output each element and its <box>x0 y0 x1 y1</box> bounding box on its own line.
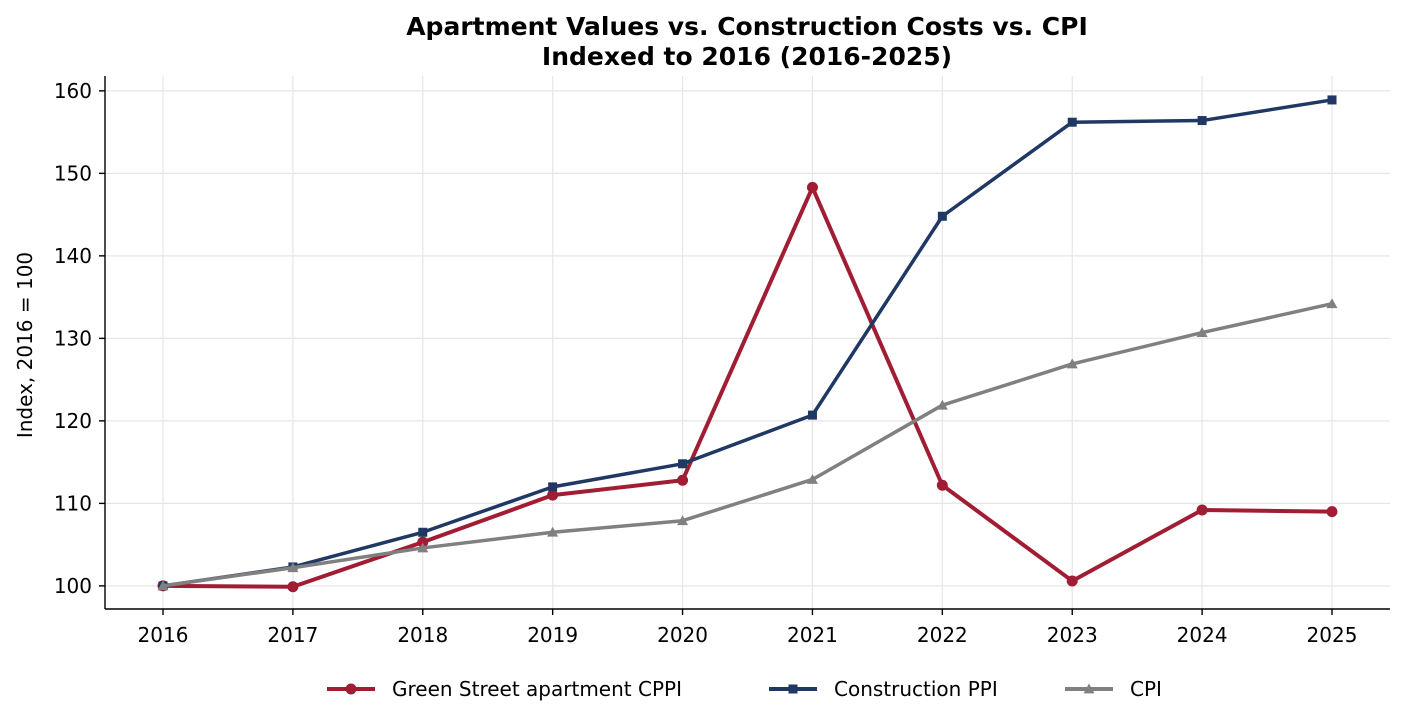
series-1 <box>157 181 1338 593</box>
data-point <box>1326 298 1338 309</box>
legend-item: CPI <box>1065 677 1162 701</box>
y-tick-label: 150 <box>54 161 92 185</box>
y-tick-label: 100 <box>54 574 92 598</box>
axes <box>104 76 1390 610</box>
data-point <box>807 410 817 420</box>
y-tick-label: 120 <box>54 409 92 433</box>
data-point <box>677 474 689 486</box>
legend-label: Construction PPI <box>834 677 998 701</box>
x-tick-label: 2016 <box>138 623 189 647</box>
x-tick-label: 2023 <box>1047 623 1098 647</box>
x-tick-label: 2022 <box>917 623 968 647</box>
legend-label: CPI <box>1130 677 1162 701</box>
chart-subtitle: Indexed to 2016 (2016-2025) <box>542 42 952 71</box>
legend: Green Street apartment CPPI Construction … <box>327 677 1162 701</box>
x-tick-label: 2017 <box>267 623 318 647</box>
series-line <box>161 185 1334 589</box>
series-line <box>161 98 1334 588</box>
x-tick-label: 2020 <box>657 623 708 647</box>
data-point <box>1196 327 1208 337</box>
data-point <box>1327 95 1337 105</box>
x-tick-label: 2021 <box>787 623 838 647</box>
data-point <box>1196 504 1208 516</box>
data-point <box>936 399 948 410</box>
y-ticks: 100 110 120 130 140 150 160 <box>54 79 105 598</box>
data-point <box>418 527 428 537</box>
series-line <box>161 301 1334 588</box>
data-point <box>677 515 689 526</box>
data-point <box>548 482 558 492</box>
data-point <box>157 580 169 591</box>
legend-marker <box>345 683 357 695</box>
x-tick-label: 2018 <box>397 623 448 647</box>
data-point <box>417 542 429 553</box>
legend-item: Construction PPI <box>769 677 998 701</box>
legend-item: Green Street apartment CPPI <box>327 677 682 701</box>
data-point <box>806 473 818 484</box>
x-tick-label: 2025 <box>1307 623 1358 647</box>
series-3 <box>157 298 1338 591</box>
data-point <box>806 181 818 193</box>
y-tick-label: 110 <box>54 491 92 515</box>
data-point <box>417 536 429 548</box>
series-layer <box>157 95 1338 593</box>
x-tick-label: 2019 <box>527 623 578 647</box>
y-tick-label: 160 <box>54 79 92 103</box>
gridlines <box>105 76 1390 609</box>
data-point <box>936 479 948 491</box>
data-point <box>937 211 947 221</box>
x-ticks: 2016 2017 2018 2019 2020 2021 2022 2023 2024 2025 <box>138 609 1358 647</box>
y-axis-label: Index, 2016 = 100 <box>13 252 37 438</box>
data-point <box>1067 117 1077 127</box>
data-point <box>678 459 688 469</box>
data-point <box>287 562 299 573</box>
data-point <box>1066 575 1078 587</box>
y-tick-label: 130 <box>54 326 92 350</box>
data-point <box>1326 506 1338 518</box>
data-point <box>1197 116 1207 126</box>
legend-label: Green Street apartment CPPI <box>392 677 682 701</box>
data-point <box>287 581 299 593</box>
x-tick-label: 2024 <box>1177 623 1228 647</box>
data-point <box>547 489 559 501</box>
y-tick-label: 140 <box>54 244 92 268</box>
data-point <box>547 526 559 537</box>
legend-marker <box>1083 683 1095 694</box>
legend-marker <box>788 684 798 694</box>
chart-title: Apartment Values vs. Construction Costs … <box>406 12 1088 41</box>
data-point <box>1066 358 1078 369</box>
